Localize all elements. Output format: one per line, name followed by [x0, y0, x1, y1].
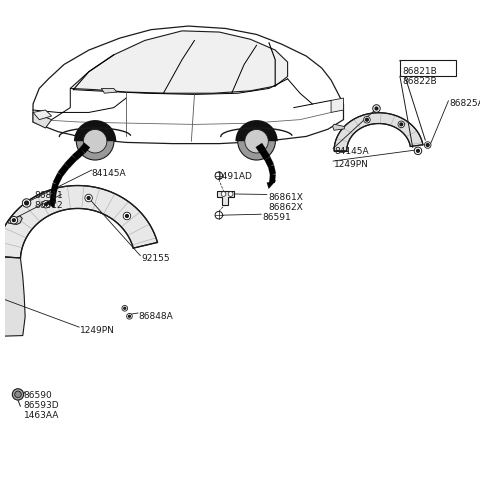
Polygon shape [217, 191, 234, 205]
Text: 86821B
86822B: 86821B 86822B [402, 67, 437, 86]
Polygon shape [269, 174, 276, 183]
Circle shape [245, 129, 268, 153]
Polygon shape [334, 113, 423, 151]
Circle shape [424, 142, 431, 148]
Circle shape [15, 391, 21, 398]
Circle shape [400, 123, 403, 126]
Circle shape [215, 212, 223, 219]
Text: 84145A: 84145A [92, 169, 126, 178]
Polygon shape [101, 88, 117, 93]
Circle shape [372, 105, 380, 112]
Polygon shape [33, 26, 344, 144]
Text: 92155: 92155 [141, 254, 170, 263]
Circle shape [84, 129, 107, 153]
Circle shape [76, 122, 114, 160]
Text: 1249PN: 1249PN [334, 160, 369, 169]
Circle shape [365, 118, 368, 121]
Circle shape [42, 201, 50, 208]
Circle shape [375, 107, 378, 110]
Circle shape [23, 199, 31, 207]
Circle shape [85, 194, 92, 202]
Polygon shape [74, 120, 116, 141]
Polygon shape [72, 148, 85, 161]
Polygon shape [267, 180, 276, 189]
Circle shape [127, 313, 132, 319]
Circle shape [414, 147, 422, 155]
Circle shape [398, 121, 405, 128]
Circle shape [24, 201, 28, 205]
Polygon shape [268, 165, 276, 175]
Circle shape [215, 172, 223, 180]
Polygon shape [50, 194, 56, 204]
Polygon shape [256, 143, 266, 153]
Polygon shape [260, 149, 270, 160]
Circle shape [87, 197, 90, 200]
Circle shape [124, 307, 126, 309]
Circle shape [228, 192, 233, 196]
Text: 86848A: 86848A [139, 311, 174, 320]
Polygon shape [33, 112, 52, 128]
Polygon shape [8, 216, 22, 225]
Polygon shape [50, 183, 59, 195]
Circle shape [238, 122, 276, 160]
Circle shape [12, 389, 24, 400]
Text: 1249PN: 1249PN [80, 326, 115, 335]
Circle shape [221, 192, 226, 196]
Circle shape [10, 217, 18, 224]
Polygon shape [46, 200, 56, 208]
Polygon shape [80, 143, 90, 153]
Circle shape [126, 215, 128, 218]
Polygon shape [0, 256, 25, 336]
Polygon shape [33, 110, 52, 120]
Polygon shape [70, 31, 288, 93]
FancyBboxPatch shape [400, 60, 456, 76]
Text: 86591: 86591 [263, 213, 291, 222]
Polygon shape [0, 186, 157, 258]
Text: 86825A: 86825A [449, 99, 480, 108]
Polygon shape [333, 124, 344, 130]
Circle shape [123, 212, 131, 220]
Polygon shape [331, 98, 344, 112]
Circle shape [12, 219, 15, 222]
Polygon shape [264, 157, 274, 167]
Polygon shape [53, 173, 63, 185]
Text: 86590
86593D
1463AA: 86590 86593D 1463AA [24, 391, 59, 421]
Text: 86861X
86862X: 86861X 86862X [268, 193, 303, 213]
Circle shape [364, 116, 370, 123]
Circle shape [45, 203, 48, 206]
Polygon shape [235, 120, 278, 141]
Polygon shape [64, 155, 77, 168]
Circle shape [417, 149, 420, 152]
Circle shape [129, 315, 131, 317]
Text: 1491AD: 1491AD [216, 172, 252, 181]
Polygon shape [58, 164, 70, 176]
Text: 84145A: 84145A [334, 147, 369, 156]
Text: 86811
86812: 86811 86812 [34, 191, 63, 210]
Circle shape [426, 144, 429, 146]
Circle shape [122, 305, 128, 311]
